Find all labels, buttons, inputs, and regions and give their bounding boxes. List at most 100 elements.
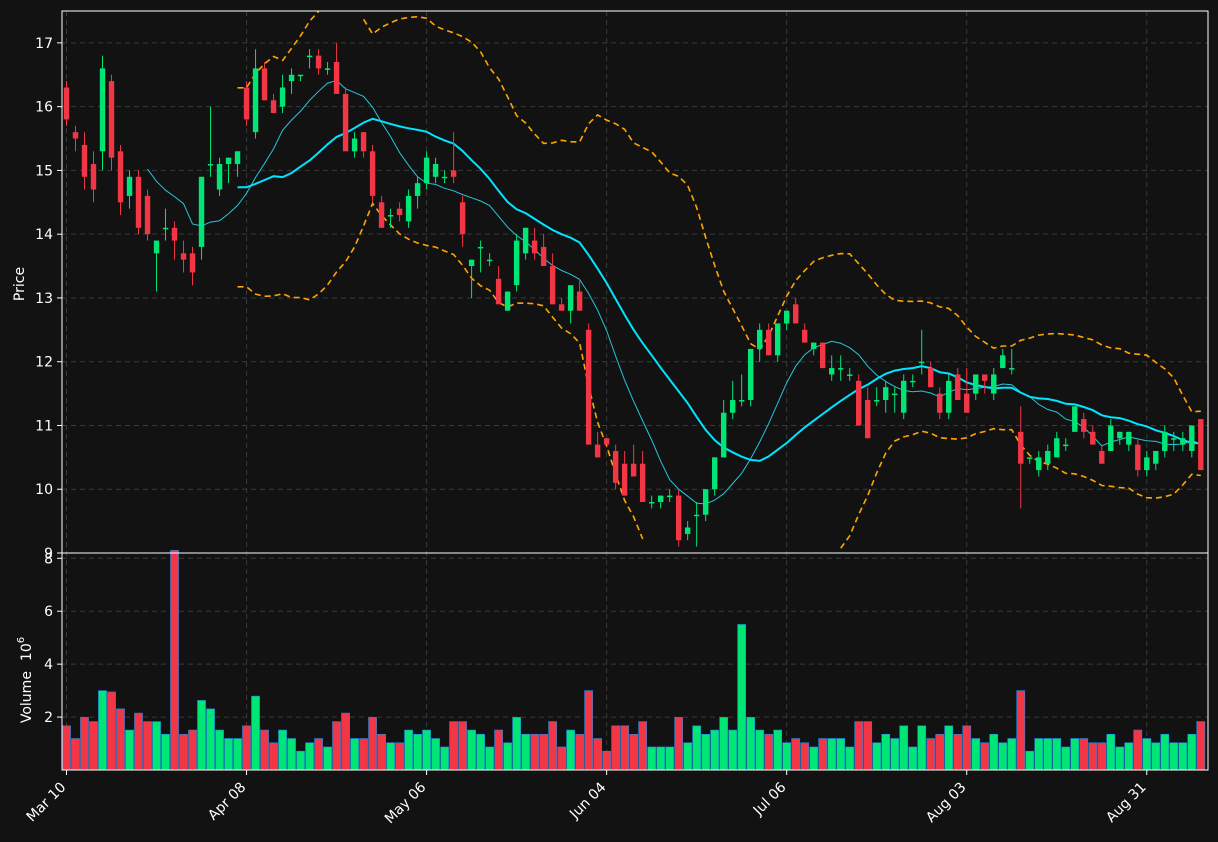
volume-bar <box>233 738 242 771</box>
candle-down <box>675 495 682 541</box>
volume-bar <box>989 733 999 771</box>
candle-down <box>630 463 637 477</box>
candle-up <box>1054 438 1060 458</box>
volume-bar <box>107 691 116 771</box>
candle-up <box>279 87 286 107</box>
candle-up <box>351 138 358 152</box>
volume-bar <box>962 725 972 771</box>
volume-bar <box>494 729 503 771</box>
candle-up <box>423 157 430 184</box>
candle-up <box>702 489 709 515</box>
volume-bar <box>1142 738 1152 771</box>
volume-bar <box>431 738 440 771</box>
candle-down <box>558 304 565 311</box>
volume-bar <box>251 695 260 771</box>
candle-down <box>1135 444 1141 471</box>
candle-down <box>261 68 268 101</box>
volume-tick-label: 8 <box>44 551 53 567</box>
volume-scale-exponent: 6 <box>16 637 27 643</box>
candle-up <box>468 259 475 267</box>
candle-down <box>72 132 79 139</box>
candle-up <box>432 164 439 177</box>
moving-averages <box>147 79 1202 505</box>
volume-axis-label: Volume 106 <box>16 637 35 723</box>
volume-bar <box>593 738 602 771</box>
volume-bar <box>719 717 729 771</box>
candle-down <box>369 151 376 196</box>
candle-down <box>495 278 502 305</box>
volume-bar <box>1007 738 1017 771</box>
price-tick-label: 9 <box>44 546 53 562</box>
volume-bar <box>1016 690 1026 771</box>
volume-panel-frame <box>61 552 1209 771</box>
candle-up <box>1036 457 1042 471</box>
volume-bar <box>143 721 152 771</box>
volume-bar <box>1169 742 1179 771</box>
volume-bar <box>566 729 575 771</box>
volume-bar <box>836 738 846 771</box>
volume-bar <box>278 729 287 771</box>
volume-bar <box>197 700 206 771</box>
volume-bar <box>791 738 801 771</box>
volume-bar <box>998 742 1008 771</box>
volume-bar <box>971 738 981 771</box>
volume-bar <box>476 733 485 771</box>
candle-up <box>919 361 925 364</box>
volume-bar <box>647 746 657 771</box>
candle-up <box>216 164 223 190</box>
volume-bar <box>341 712 350 771</box>
volume-bar <box>134 712 143 771</box>
volume-bar <box>1097 742 1107 771</box>
moving-average-long-line <box>237 117 1201 462</box>
volume-bar <box>926 738 936 771</box>
volume-bar <box>809 746 819 771</box>
candle-up <box>522 227 529 254</box>
volume-bar <box>260 729 269 771</box>
candle-down <box>333 62 340 94</box>
volume-bar <box>638 721 648 771</box>
candle-down <box>1198 419 1204 471</box>
candle-up <box>99 68 106 152</box>
volume-bar <box>179 733 188 771</box>
candle-up <box>1189 425 1195 451</box>
volume-bar <box>152 721 161 771</box>
volume-bar <box>1151 742 1161 771</box>
volume-bar <box>1133 729 1143 771</box>
volume-bar <box>305 742 314 771</box>
volume-bar <box>242 725 251 771</box>
volume-bar <box>71 738 80 771</box>
volume-bar <box>188 729 197 771</box>
candle-up <box>711 457 718 490</box>
candle-down <box>594 444 601 458</box>
candle-down <box>63 87 70 120</box>
volume-bar <box>161 733 170 771</box>
volume-bar <box>386 742 395 771</box>
candle-up <box>783 310 790 324</box>
candle-up <box>1108 425 1114 451</box>
candle-up <box>738 399 745 402</box>
volume-bar <box>800 742 810 771</box>
volume-bar <box>1034 738 1044 771</box>
volume-bar <box>503 742 512 771</box>
candle-down <box>1081 419 1087 432</box>
candle-up <box>477 246 484 249</box>
volume-bar <box>944 725 954 771</box>
volume-bar <box>1106 733 1116 771</box>
volume-bar <box>773 729 783 771</box>
volume-bar <box>629 733 639 771</box>
volume-bar <box>1043 738 1053 771</box>
candle-down <box>576 291 583 311</box>
volume-bar <box>746 717 756 771</box>
candle-up <box>513 240 520 286</box>
volume-bar <box>881 733 891 771</box>
candle-up <box>207 164 214 166</box>
volume-bar <box>674 717 684 771</box>
candle-up <box>991 374 997 394</box>
price-tick-label: 17 <box>35 36 53 52</box>
candle-up <box>810 342 817 349</box>
volume-bar <box>359 738 368 771</box>
candle-up <box>774 323 781 356</box>
volume-bar <box>170 550 179 771</box>
candle-up <box>1027 457 1033 459</box>
